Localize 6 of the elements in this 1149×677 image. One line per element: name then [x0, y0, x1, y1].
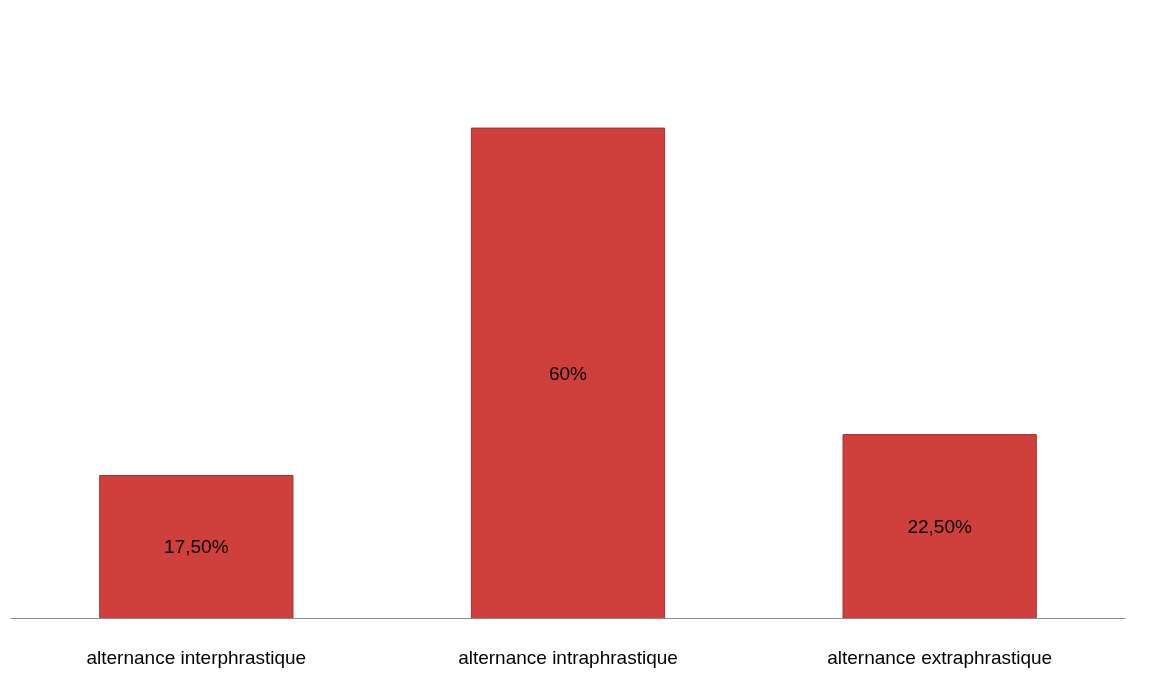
data-label: 60%: [548, 362, 588, 384]
data-label: 22,50%: [907, 516, 972, 538]
x-tick-label: alternance intraphrastique: [458, 646, 678, 668]
x-tick-label: alternance interphrastique: [86, 646, 307, 668]
x-tick-label: alternance extraphrastique: [827, 646, 1053, 668]
data-label: 17,50%: [164, 536, 229, 558]
